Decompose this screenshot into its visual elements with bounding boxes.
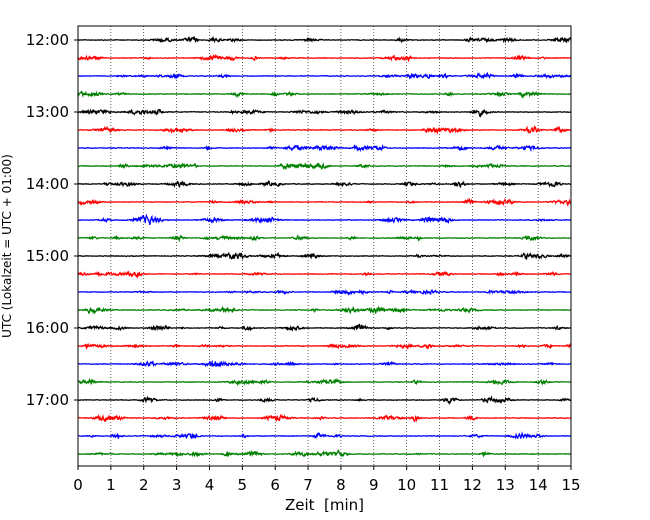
trace-line [77,90,572,99]
trace-line [77,342,572,351]
trace-line [77,53,572,63]
trace-line [77,431,572,440]
trace-line [77,251,572,261]
y-tick-label: 14:00 [26,175,69,193]
trace-line [77,197,572,207]
trace-line [77,413,572,423]
trace-line [77,144,572,153]
x-tick-label: 13 [496,476,515,494]
x-axis-label: Zeit [min] [285,496,364,514]
x-tick-label: 15 [561,476,580,494]
trace-line [77,234,572,243]
y-tick-label: 16:00 [26,319,69,337]
trace-line [77,108,572,118]
x-tick-label: 6 [270,476,280,494]
trace-line [77,270,572,280]
x-tick-label: 10 [397,476,416,494]
trace-line [78,179,572,189]
x-tick-label: 2 [139,476,149,494]
x-tick-label: 14 [529,476,548,494]
x-axis-ticks: 0 1 2 3 4 5 6 7 8 9 10 11 12 13 14 15 [73,466,581,494]
trace-line [77,305,572,315]
y-tick-label: 17:00 [26,391,69,409]
grid-lines [110,26,539,466]
x-tick-label: 8 [336,476,346,494]
trace-line [77,288,572,296]
trace-line [77,449,572,458]
y-axis-ticks: 12:00 13:00 14:00 15:00 16:00 17:00 [26,31,78,409]
trace-line [77,35,572,44]
y-axis-label: UTC (Lokalzeit = UTC + 01:00) [0,154,14,338]
y-tick-label: 12:00 [26,31,69,49]
trace-series [77,35,572,458]
trace-line [77,377,572,387]
trace-line [77,124,572,135]
trace-line [77,71,572,80]
x-tick-label: 1 [106,476,116,494]
trace-line [77,213,572,226]
trace-line [77,323,572,332]
trace-line [77,161,572,171]
y-tick-label: 13:00 [26,103,69,121]
x-tick-label: 5 [238,476,248,494]
x-tick-label: 11 [430,476,449,494]
trace-line [77,395,572,406]
x-tick-label: 4 [205,476,215,494]
x-tick-label: 7 [303,476,313,494]
x-tick-label: 0 [73,476,83,494]
plot-frame [77,25,572,467]
x-tick-label: 3 [172,476,182,494]
x-tick-label: 12 [463,476,482,494]
y-tick-label: 15:00 [26,247,69,265]
trace-line [77,359,572,368]
x-tick-label: 9 [369,476,379,494]
